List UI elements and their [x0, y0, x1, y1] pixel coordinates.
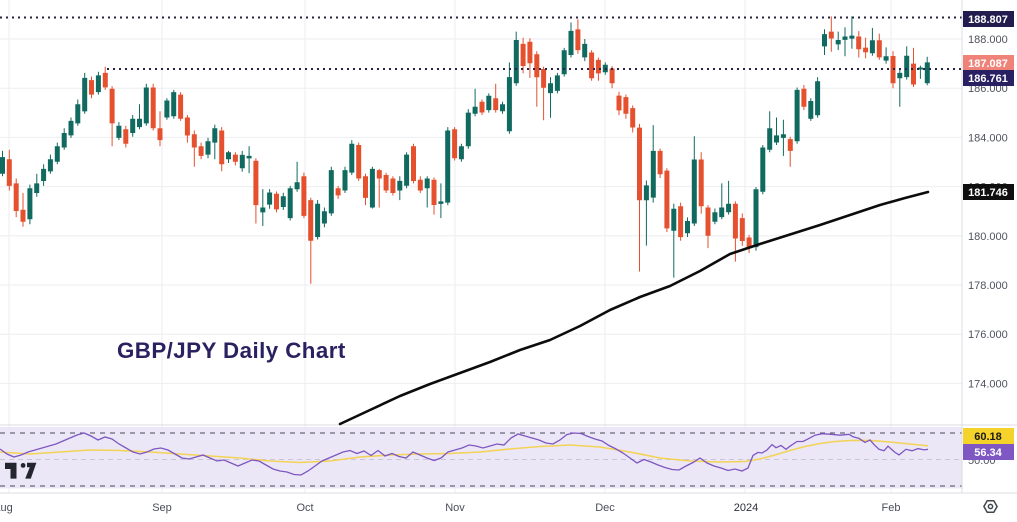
svg-text:Nov: Nov: [445, 502, 465, 514]
svg-text:187.087: 187.087: [968, 58, 1008, 70]
svg-text:184.000: 184.000: [968, 132, 1008, 144]
svg-text:60.18: 60.18: [974, 431, 1002, 443]
svg-text:56.34: 56.34: [974, 447, 1002, 459]
svg-text:Sep: Sep: [152, 502, 172, 514]
svg-text:GBP/JPY Daily Chart: GBP/JPY Daily Chart: [117, 338, 346, 363]
svg-text:Dec: Dec: [595, 502, 615, 514]
svg-text:188.807: 188.807: [968, 14, 1008, 26]
svg-text:188.000: 188.000: [968, 34, 1008, 46]
svg-text:Feb: Feb: [882, 502, 901, 514]
svg-text:Oct: Oct: [296, 502, 313, 514]
svg-text:176.000: 176.000: [968, 329, 1008, 341]
svg-text:186.761: 186.761: [968, 73, 1008, 85]
svg-text:180.000: 180.000: [968, 231, 1008, 243]
svg-text:2024: 2024: [734, 502, 758, 514]
svg-text:174.000: 174.000: [968, 378, 1008, 390]
svg-text:186.000: 186.000: [968, 83, 1008, 95]
svg-text:178.000: 178.000: [968, 280, 1008, 292]
svg-text:Aug: Aug: [0, 502, 13, 514]
svg-text:181.746: 181.746: [968, 187, 1008, 199]
